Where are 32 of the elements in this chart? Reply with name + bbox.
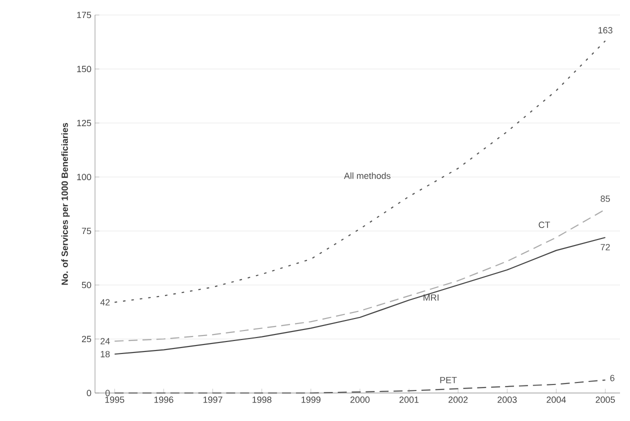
x-tick-label: 2000 — [350, 396, 370, 403]
y-tick-label: 175 — [77, 12, 92, 18]
data-label: 42 — [100, 299, 110, 306]
x-tick-label: 1999 — [302, 396, 320, 403]
y-tick-label: 150 — [77, 66, 92, 72]
series-label: MRI — [424, 294, 438, 301]
data-label: 0 — [105, 390, 110, 396]
series-label: PET — [440, 376, 457, 384]
y-tick-label: 75 — [82, 228, 92, 234]
data-label: 85 — [600, 196, 610, 202]
x-tick-label: 2002 — [448, 396, 468, 403]
x-tick-label: 2005 — [596, 396, 615, 403]
data-label: 72 — [600, 244, 610, 250]
x-tick-label: 1996 — [154, 396, 174, 403]
y-axis-title: No. of Services per 1000 Beneficiaries — [61, 122, 70, 285]
data-label: 6 — [610, 374, 614, 382]
x-tick-label: 2001 — [400, 396, 419, 403]
x-tick-label: 1995 — [105, 396, 124, 403]
x-tick-label: 2004 — [546, 396, 566, 403]
x-tick-label: 1998 — [252, 396, 272, 403]
y-tick-label: 50 — [82, 282, 92, 288]
y-tick-label: 25 — [82, 336, 92, 342]
series-label: CT — [538, 222, 550, 228]
x-tick-label: 2003 — [498, 396, 517, 403]
x-tick-label: 1997 — [203, 396, 222, 403]
y-tick-label: 0 — [86, 390, 92, 396]
data-label: 24 — [100, 338, 110, 344]
data-label: 18 — [100, 350, 110, 358]
data-label: 163 — [598, 27, 612, 34]
y-tick-label: 125 — [77, 120, 92, 126]
text: All methods — [344, 172, 390, 179]
y-tick-label: 100 — [77, 174, 92, 180]
